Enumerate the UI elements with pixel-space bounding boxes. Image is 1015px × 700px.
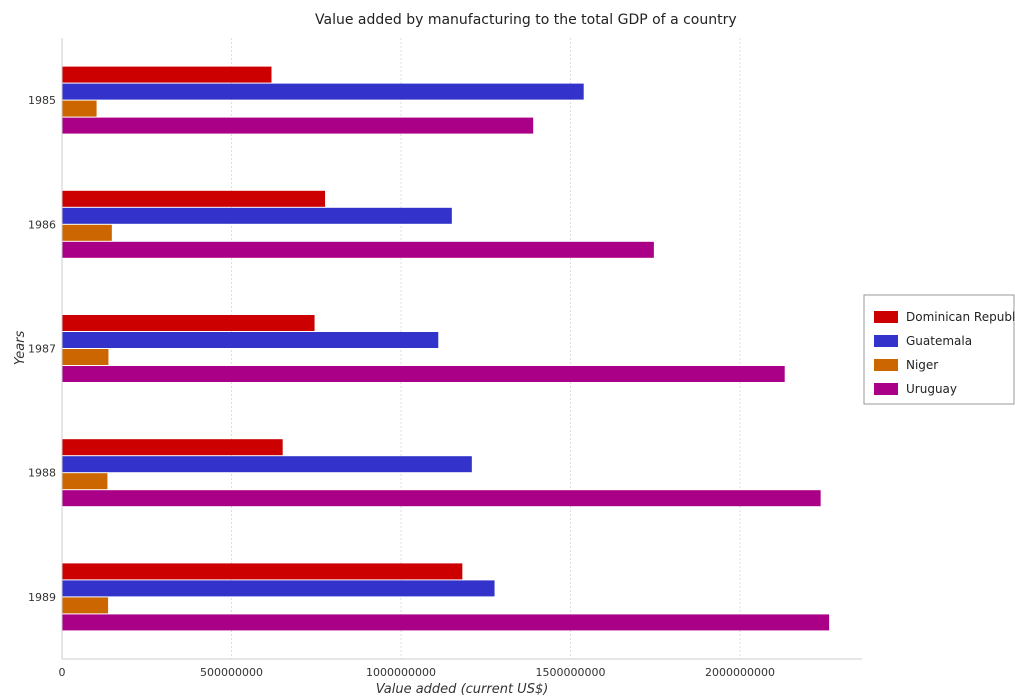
bar-guatemala-1988 [62,456,472,473]
bar-niger-1988 [62,473,108,490]
y-tick-label: 1986 [28,218,56,231]
bar-dominican-republic-1989 [62,563,463,580]
legend-label: Uruguay [906,382,957,396]
bar-dominican-republic-1988 [62,439,283,456]
y-tick-label: 1985 [28,94,56,107]
bar-niger-1989 [62,597,109,614]
bar-uruguay-1988 [62,490,821,507]
y-tick-label: 1988 [28,467,56,480]
bar-niger-1987 [62,349,109,365]
bar-uruguay-1986 [62,241,654,258]
legend-swatch [874,311,898,323]
bar-uruguay-1985 [62,117,534,134]
x-tick-label: 1500000000 [535,666,605,679]
chart-title: Value added by manufacturing to the tota… [315,12,737,28]
y-tick-label: 1987 [28,343,56,356]
bar-niger-1985 [62,100,97,117]
y-tick-labels: 1985 1986 1987 1988 1989 [28,94,56,604]
y-axis-label: Years [13,330,28,365]
bar-guatemala-1987 [62,332,439,348]
legend: Dominican Republic Guatemala Niger Uruguay [863,294,1015,405]
bar-uruguay-1987 [62,366,785,382]
x-axis-label: Value added (current US$) [376,682,549,697]
x-tick-label: 2000000000 [705,666,775,679]
bar-uruguay-1989 [62,614,830,631]
legend-swatch [874,335,898,347]
bar-dominican-republic-1985 [62,66,272,83]
bars [62,66,830,631]
bar-guatemala-1989 [62,580,495,597]
legend-swatch [874,383,898,395]
bar-niger-1986 [62,224,112,241]
x-tick-label: 1000000000 [366,666,436,679]
bar-dominican-republic-1986 [62,190,326,207]
legend-label: Guatemala [906,334,972,348]
x-tick-label: 0 [59,666,66,679]
y-tick-label: 1989 [28,591,56,604]
x-tick-label: 500000000 [200,666,263,679]
legend-swatch [874,359,898,371]
bar-guatemala-1986 [62,207,452,224]
bar-dominican-republic-1987 [62,315,315,331]
legend-label: Dominican Republic [906,310,1015,324]
x-tick-labels: 0 500000000 1000000000 1500000000 2000000000 [59,666,775,679]
legend-label: Niger [906,358,938,372]
bar-guatemala-1985 [62,83,584,100]
